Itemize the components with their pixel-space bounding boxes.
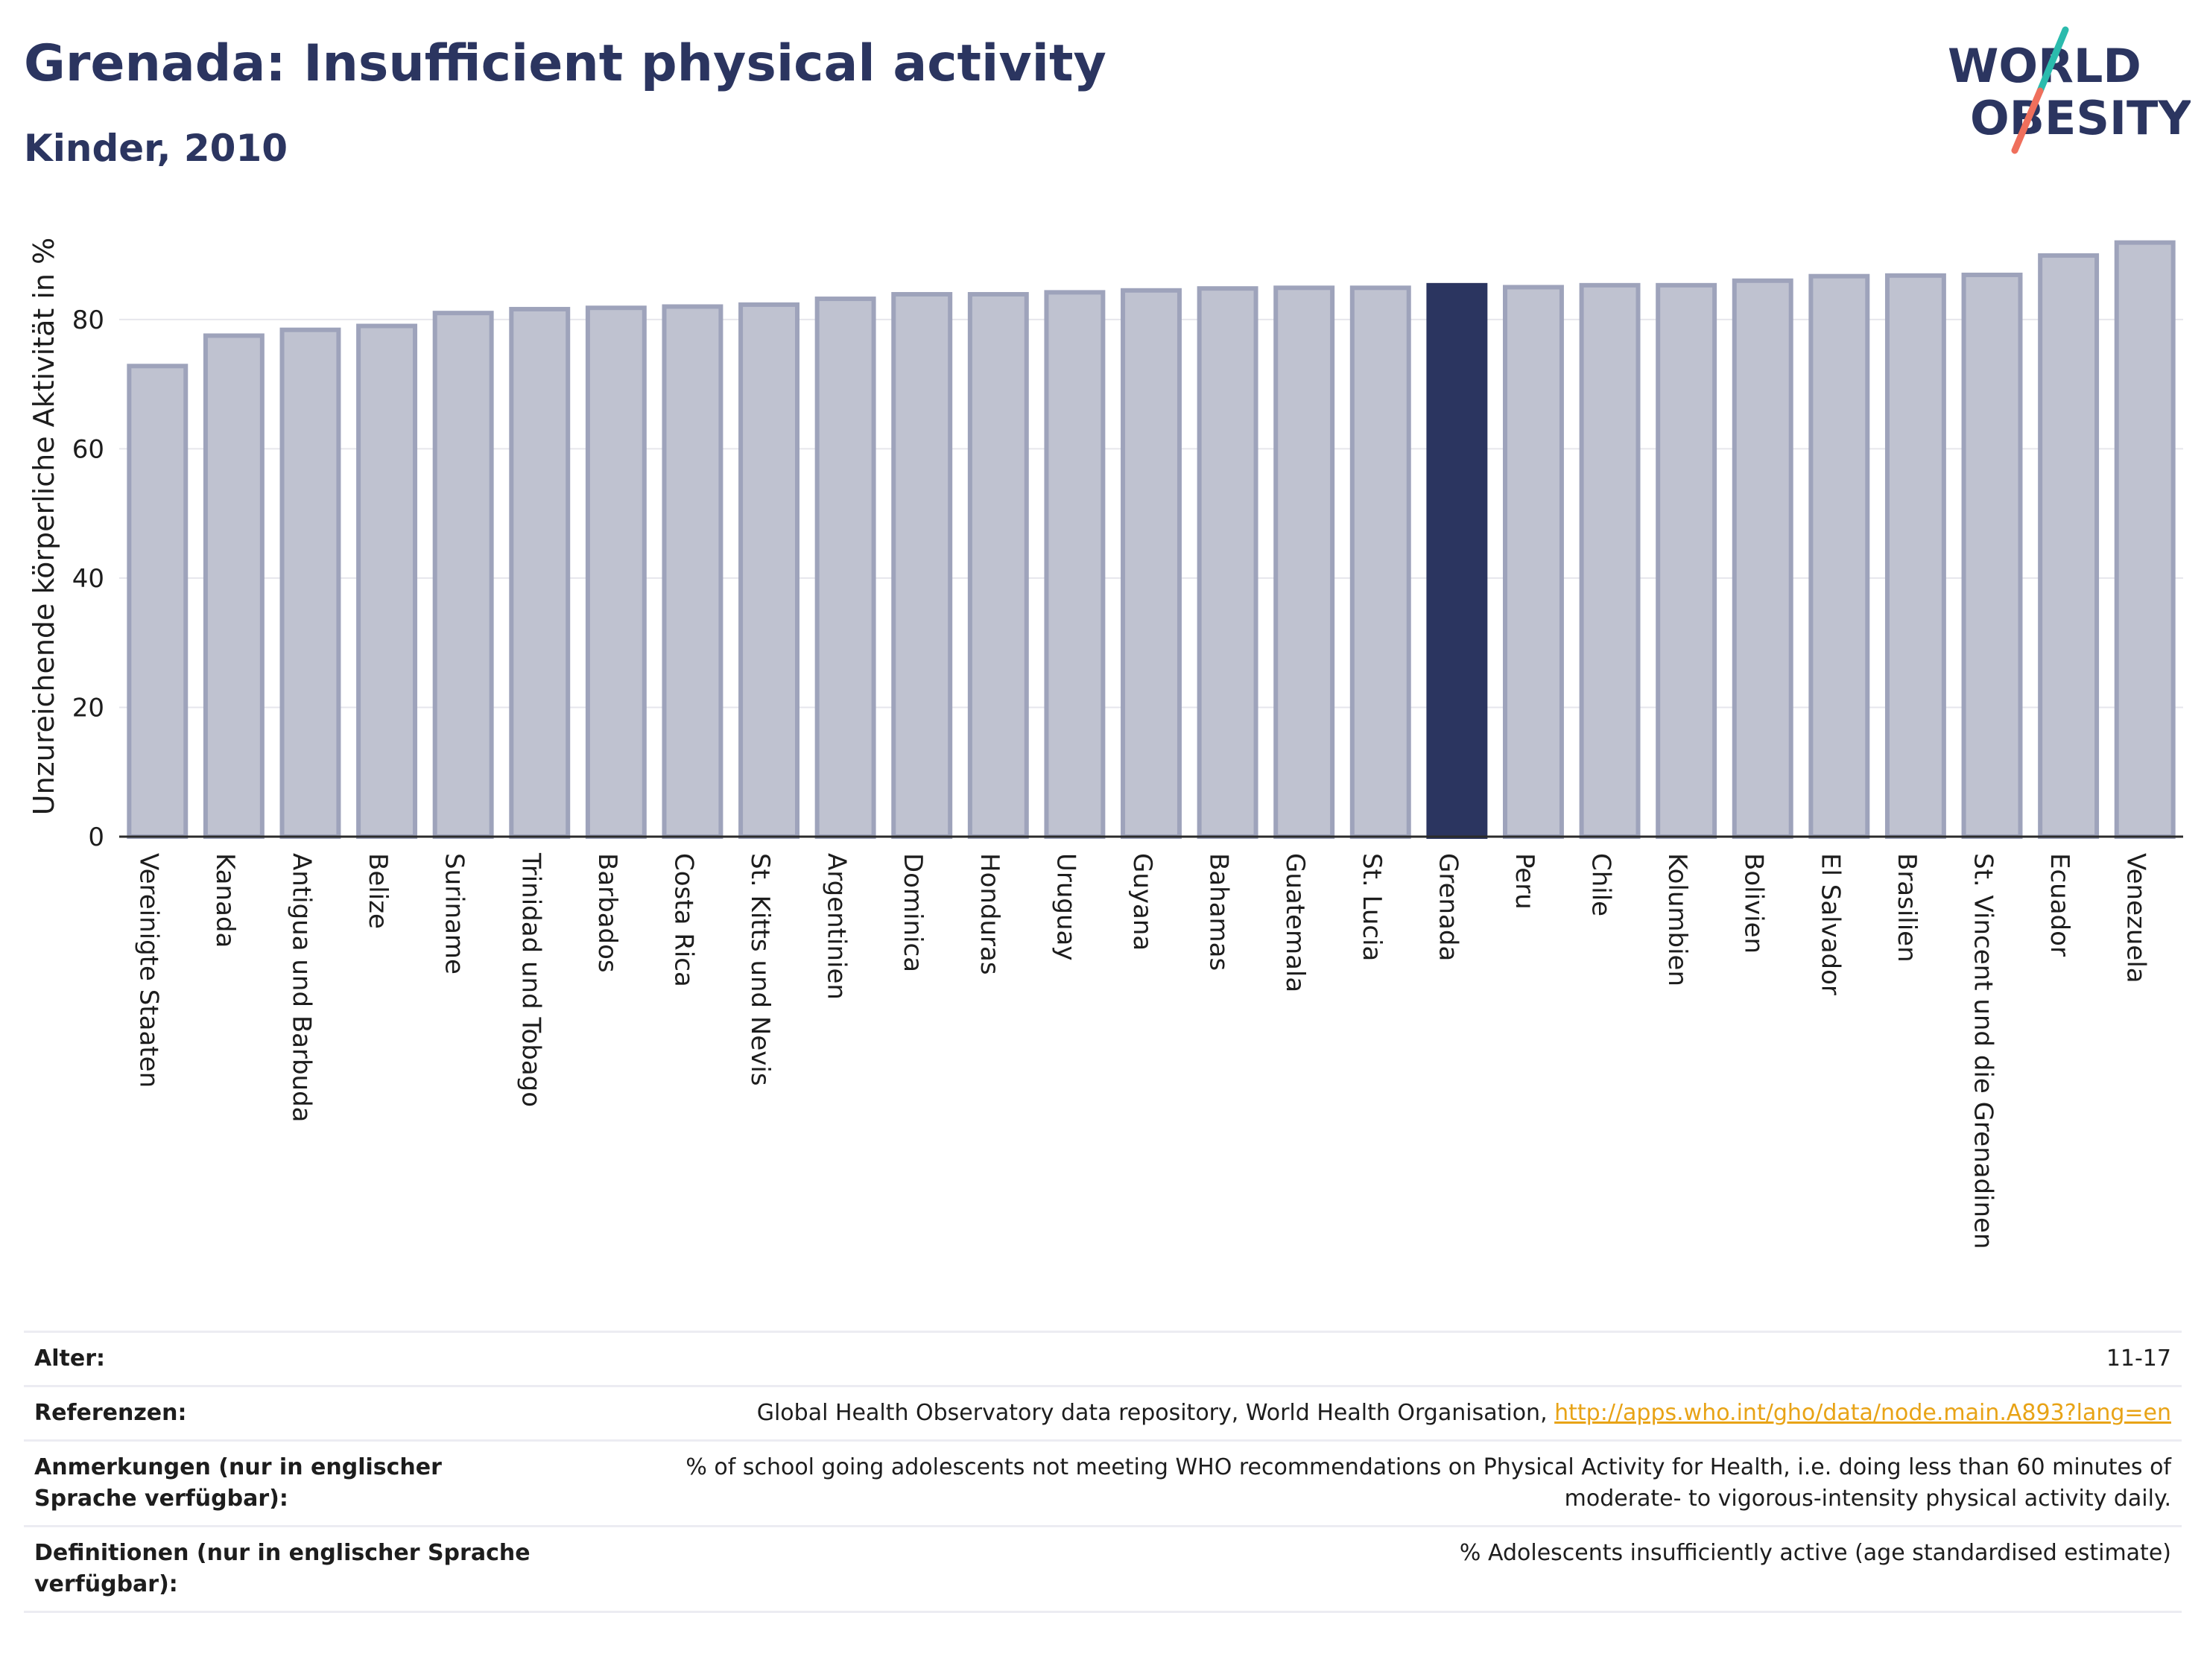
x-tick-label: Kolumbien xyxy=(1662,853,1692,986)
logo-line-2: OBESITY xyxy=(1970,91,2191,145)
meta-value: 11-17 xyxy=(551,1331,2182,1386)
x-tick-label: Kanada xyxy=(210,853,240,948)
bar xyxy=(432,311,494,839)
x-tick-label: Honduras xyxy=(975,853,1004,975)
bar xyxy=(662,304,723,839)
bar xyxy=(1503,285,1564,839)
meta-label: Referenzen: xyxy=(24,1385,551,1441)
x-tick-label: Grenada xyxy=(1433,853,1463,961)
x-tick-label: Uruguay xyxy=(1051,853,1080,961)
bars xyxy=(127,240,2176,840)
page-subtitle: Kinder, 2010 xyxy=(24,127,288,170)
bar xyxy=(1197,286,1258,839)
bar xyxy=(279,327,341,839)
x-tick-label: St. Vincent und die Grenadinen xyxy=(1969,853,1998,1249)
y-axis-label: Unzureichende körperliche Aktivität in % xyxy=(28,238,60,815)
y-tick-label: 40 xyxy=(72,564,104,594)
metadata-table: Alter: 11-17 Referenzen: Global Health O… xyxy=(24,1331,2182,1613)
x-tick-label: Chile xyxy=(1586,853,1616,916)
bar xyxy=(1044,290,1106,839)
meta-label: Anmerkungen (nur in englischer Sprache v… xyxy=(24,1439,551,1527)
meta-row-notes: Anmerkungen (nur in englischer Sprache v… xyxy=(24,1439,2182,1527)
x-tick-label: Bahamas xyxy=(1204,853,1234,971)
bar xyxy=(738,302,799,839)
y-tick-labels: 0 20 40 60 80 xyxy=(72,305,104,852)
bar xyxy=(1961,272,2023,839)
meta-label: Alter: xyxy=(24,1331,551,1386)
page-title: Grenada: Insufficient physical activity xyxy=(24,34,1106,93)
y-tick-label: 80 xyxy=(72,305,104,335)
meta-label: Definitionen (nur in englischer Sprache … xyxy=(24,1525,551,1613)
x-tick-label: Guyana xyxy=(1127,853,1157,951)
meta-value: % of school going adolescents not meetin… xyxy=(551,1439,2182,1527)
bar xyxy=(585,305,647,839)
x-tick-label: Brasilien xyxy=(1892,853,1922,963)
bar xyxy=(1579,282,1641,840)
bar xyxy=(127,364,189,839)
bar xyxy=(1884,273,1946,840)
bar xyxy=(967,291,1029,839)
bar xyxy=(1121,288,1182,840)
meta-row-definitions: Definitionen (nur in englischer Sprache … xyxy=(24,1525,2182,1613)
meta-row-references: Referenzen: Global Health Observatory da… xyxy=(24,1385,2182,1441)
x-tick-label: Argentinien xyxy=(822,853,852,1000)
x-tick-label: Bolivien xyxy=(1739,853,1769,954)
bar xyxy=(891,291,953,839)
x-tick-label: St. Kitts und Nevis xyxy=(745,853,775,1086)
bar xyxy=(203,333,265,839)
bar xyxy=(1808,273,1870,839)
x-tick-label: Guatemala xyxy=(1280,853,1310,992)
bar xyxy=(1349,285,1411,840)
x-tick-label: Peru xyxy=(1510,853,1539,910)
y-tick-label: 60 xyxy=(72,434,104,464)
x-tick-label: Costa Rica xyxy=(668,853,698,987)
x-tick-label: Dominica xyxy=(898,853,928,972)
bar xyxy=(509,306,571,839)
bar xyxy=(356,323,418,839)
x-tick-labels: Vereinigte Staaten Kanada Antigua und Barb… xyxy=(133,852,2150,1249)
y-tick-label: 20 xyxy=(72,693,104,723)
x-tick-label: Ecuador xyxy=(2045,853,2074,957)
bar xyxy=(814,297,876,840)
bar-highlight xyxy=(1426,282,1488,840)
bar xyxy=(2038,253,2100,839)
x-tick-label: Suriname xyxy=(440,853,469,974)
world-obesity-logo: WORLD OBESITY xyxy=(1948,26,2191,154)
bar xyxy=(1656,282,1717,840)
x-tick-label: Barbados xyxy=(592,853,622,973)
x-tick-label: Trinidad und Tobago xyxy=(516,852,545,1107)
meta-value: % Adolescents insufficiently active (age… xyxy=(551,1525,2182,1613)
reference-link[interactable]: http://apps.who.int/gho/data/node.main.A… xyxy=(1554,1400,2171,1426)
meta-value: Global Health Observatory data repositor… xyxy=(551,1385,2182,1441)
meta-row-age: Alter: 11-17 xyxy=(24,1331,2182,1386)
bar xyxy=(2114,240,2176,839)
y-tick-label: 0 xyxy=(88,822,104,852)
x-tick-label: Belize xyxy=(363,853,393,929)
bar xyxy=(1732,278,1793,840)
x-tick-label: Venezuela xyxy=(2121,853,2151,983)
reference-text: Global Health Observatory data repositor… xyxy=(756,1400,1555,1426)
x-tick-label: Antigua und Barbuda xyxy=(286,853,316,1123)
bar-chart: 0 20 40 60 80 Vereinigte Staaten Kanada Antigu… xyxy=(28,238,2183,1249)
x-tick-label: St. Lucia xyxy=(1357,853,1387,961)
bar xyxy=(1273,285,1335,840)
x-tick-label: Vereinigte Staaten xyxy=(133,853,163,1088)
x-tick-label: El Salvador xyxy=(1815,853,1845,995)
